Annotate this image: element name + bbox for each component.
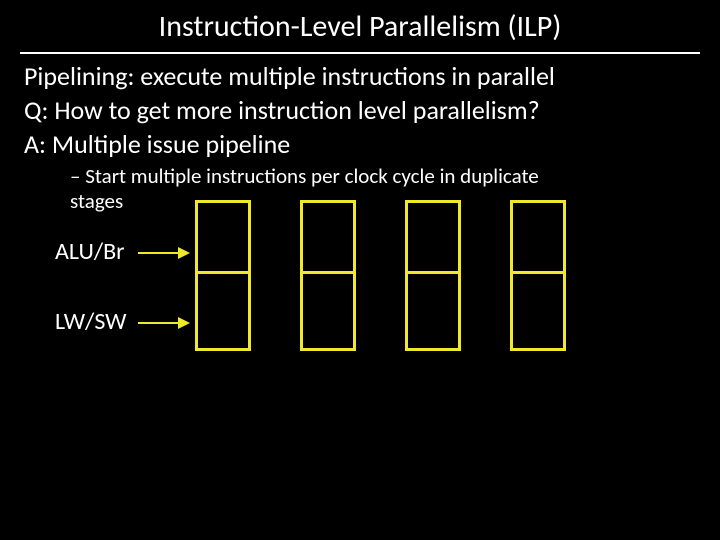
label-lw-sw: LW/SW [55, 307, 127, 336]
body-line-1: Pipelining: execute multiple instruction… [24, 60, 696, 93]
bullet-1-line-a: Start multiple instructions per clock cy… [85, 163, 539, 189]
stage-col-2-mid [300, 271, 356, 274]
stage-col-4 [510, 200, 566, 351]
arrow-lwsw-head [178, 317, 190, 329]
slide-title: Instruction-Level Parallelism (ILP) [0, 8, 720, 45]
body-line-2: Q: How to get more instruction level par… [24, 94, 696, 127]
label-alu-br: ALU/Br [55, 237, 125, 266]
stage-col-3 [405, 200, 461, 351]
arrow-alu-line [138, 252, 178, 254]
stage-col-1-mid [195, 271, 251, 274]
stage-col-3-mid [405, 271, 461, 274]
body-line-3: A: Multiple issue pipeline [24, 128, 696, 161]
bullet-1-line-b: stages [70, 188, 123, 214]
bullet-1: Start multiple instructions per clock cy… [70, 164, 690, 214]
arrow-lwsw-line [138, 322, 178, 324]
title-underline [20, 52, 700, 54]
stage-col-2 [300, 200, 356, 351]
stage-col-4-mid [510, 271, 566, 274]
stage-col-1 [195, 200, 251, 351]
arrow-alu-head [178, 247, 190, 259]
